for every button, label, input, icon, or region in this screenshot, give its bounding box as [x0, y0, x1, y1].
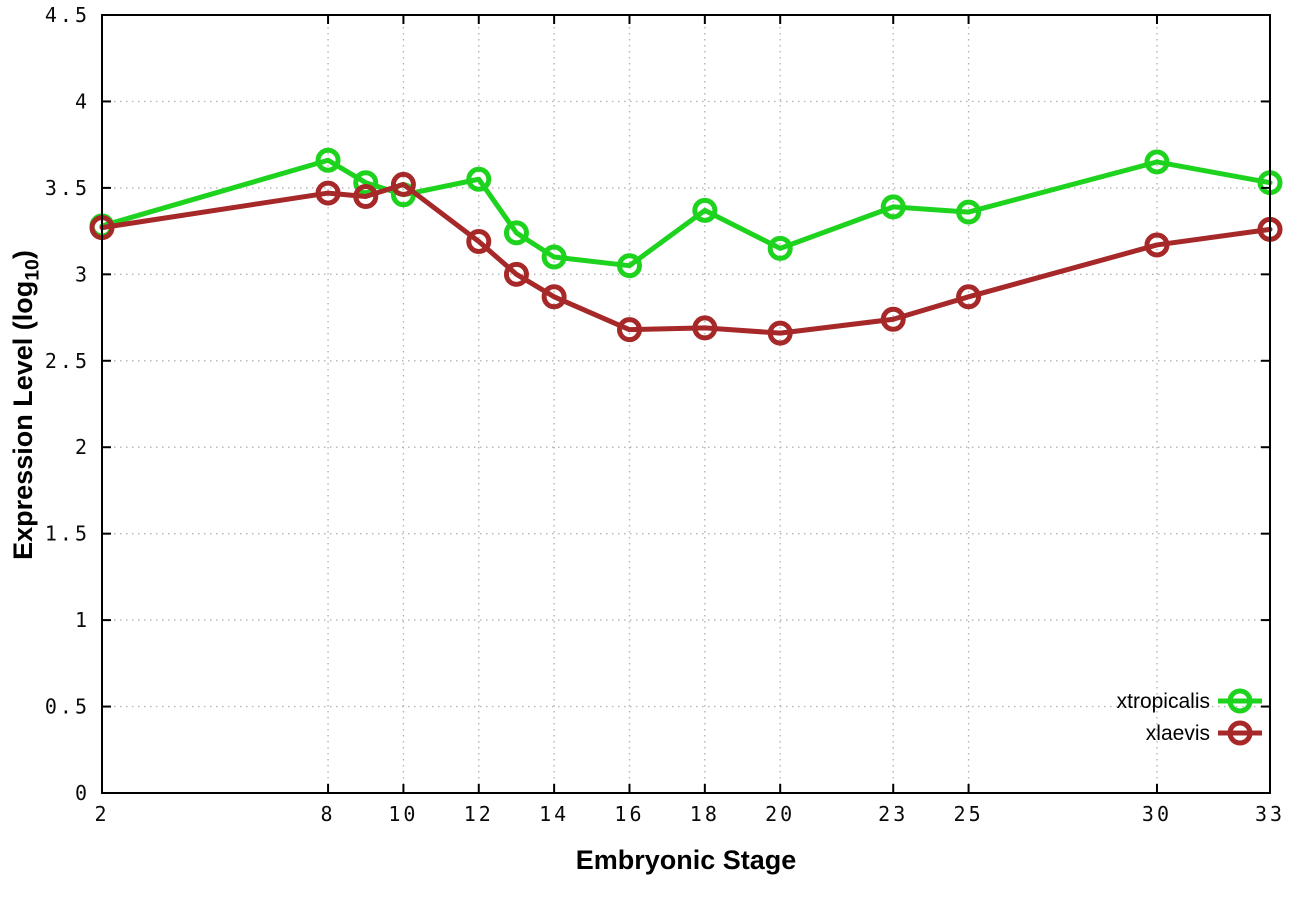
- data-point-xlaevis: [541, 284, 567, 310]
- y-axis-title-subscript: 10: [21, 259, 44, 281]
- y-tick-label: 3: [75, 262, 90, 286]
- data-point-xlaevis: [616, 317, 642, 343]
- legend-label-xtropicalis: xtropicalis: [1117, 690, 1210, 713]
- y-tick-label: 0: [75, 781, 90, 805]
- data-point-xtropicalis: [956, 199, 982, 225]
- x-tick-label: 14: [539, 802, 569, 826]
- data-point-xtropicalis: [353, 170, 379, 196]
- data-point-xlaevis: [353, 184, 379, 210]
- x-tick-label: 23: [878, 802, 908, 826]
- data-point-xlaevis: [503, 261, 529, 287]
- y-tick-label: 1: [75, 608, 90, 632]
- x-tick-label: 16: [614, 802, 644, 826]
- data-point-xtropicalis: [541, 244, 567, 270]
- data-point-xlaevis: [466, 228, 492, 254]
- legend-marker-xlaevis: [1227, 720, 1253, 746]
- legend-label-xlaevis: xlaevis: [1146, 722, 1210, 745]
- series-line-xlaevis: [99, 181, 1273, 336]
- data-point-xtropicalis: [880, 194, 906, 220]
- x-tick-label: 18: [690, 802, 720, 826]
- y-axis-title: Expression Level (log10): [8, 250, 44, 560]
- series-line-xtropicalis: [99, 157, 1273, 269]
- data-point-xtropicalis: [503, 220, 529, 246]
- data-point-xlaevis: [880, 306, 906, 332]
- y-tick-label: 4.5: [45, 3, 90, 27]
- y-tick-label: 2: [75, 435, 90, 459]
- x-tick-label: 30: [1142, 802, 1172, 826]
- y-tick-label: 0.5: [45, 695, 90, 719]
- data-point-xlaevis: [315, 180, 341, 206]
- x-tick-label: 25: [954, 802, 984, 826]
- data-point-xlaevis: [1144, 232, 1170, 258]
- legend-marker-xtropicalis: [1227, 688, 1253, 714]
- y-tick-label: 2.5: [45, 349, 90, 373]
- data-point-xtropicalis: [692, 197, 718, 223]
- x-tick-label: 33: [1255, 802, 1285, 826]
- data-point-xtropicalis: [315, 147, 341, 173]
- x-tick-label: 2: [94, 802, 109, 826]
- y-axis-title-main: Expression Level (log: [8, 280, 38, 560]
- data-point-xtropicalis: [616, 253, 642, 279]
- data-point-xlaevis: [956, 284, 982, 310]
- y-tick-label: 1.5: [45, 522, 90, 546]
- y-tick-label: 4: [75, 89, 90, 113]
- y-axis-title-close: ): [8, 250, 38, 260]
- data-point-xlaevis: [692, 315, 718, 341]
- x-tick-label: 20: [765, 802, 795, 826]
- plot-border: [101, 14, 1271, 794]
- x-tick-label: 12: [464, 802, 494, 826]
- data-point-xtropicalis: [466, 166, 492, 192]
- data-point-xlaevis: [390, 171, 416, 197]
- x-axis-title: Embryonic Stage: [575, 845, 797, 875]
- data-point-xlaevis: [767, 320, 793, 346]
- data-point-xtropicalis: [767, 235, 793, 261]
- x-tick-label: 10: [388, 802, 418, 826]
- y-tick-label: 3.5: [45, 176, 90, 200]
- data-point-xtropicalis: [1144, 149, 1170, 175]
- x-tick-label: 8: [321, 802, 336, 826]
